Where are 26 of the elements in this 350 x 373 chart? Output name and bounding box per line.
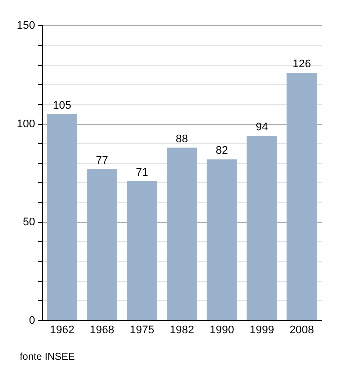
x-tick-label: 1990 (210, 324, 234, 336)
data-label: 94 (256, 122, 268, 134)
data-label: 71 (136, 166, 148, 179)
data-label: 77 (96, 155, 108, 167)
x-tick-label: 1999 (250, 324, 274, 336)
x-tick-label: 1968 (90, 324, 115, 336)
bar (206, 160, 238, 320)
x-tick-label: 1982 (170, 324, 194, 336)
y-tick-label: 150 (16, 20, 36, 32)
y-tick-label: 100 (16, 118, 36, 130)
x-tick-label: 2008 (290, 324, 314, 336)
bar (47, 114, 78, 320)
data-label: 105 (53, 100, 72, 112)
bar (166, 148, 198, 320)
bar (246, 136, 278, 320)
bar (87, 169, 118, 320)
bar (286, 73, 318, 320)
data-label: 82 (216, 145, 228, 158)
x-tick-label: 1962 (50, 324, 75, 336)
x-tick-label: 1975 (130, 324, 154, 336)
bar (127, 181, 158, 320)
data-label: 126 (292, 58, 312, 71)
y-tick-label: 0 (29, 314, 36, 327)
y-tick-label: 50 (23, 216, 36, 229)
source-note: fonte INSEE (20, 352, 76, 363)
data-label: 88 (176, 133, 188, 146)
